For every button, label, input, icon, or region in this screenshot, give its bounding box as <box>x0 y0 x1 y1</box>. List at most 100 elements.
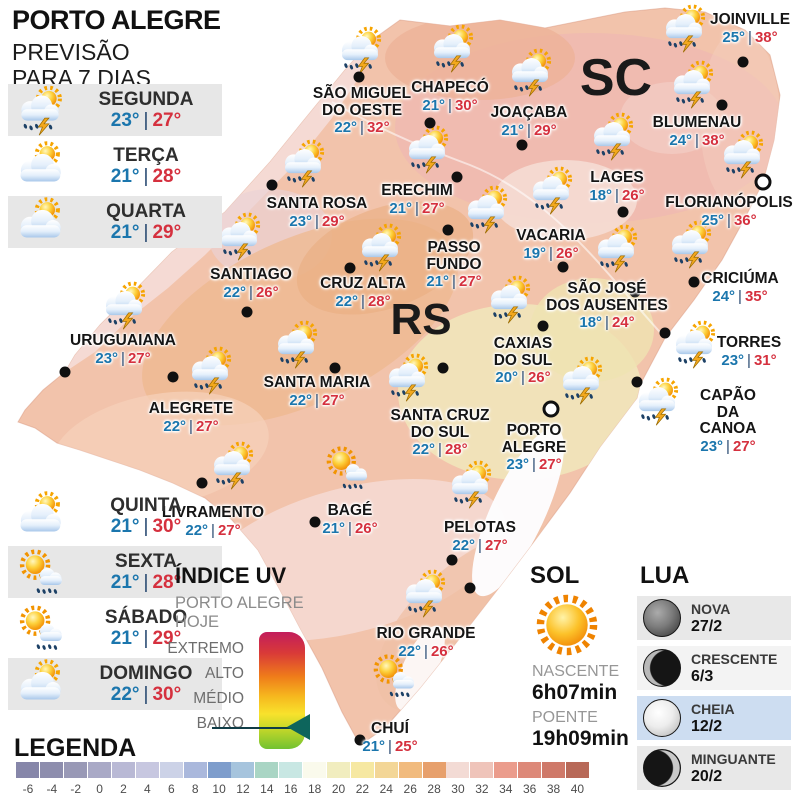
legend-cell: 16 <box>279 762 303 796</box>
legend-swatch <box>207 762 231 778</box>
city-name: SÃO JOSÉ DOS AUSENTES <box>546 280 668 314</box>
uv-pointer-line <box>212 727 294 729</box>
city-dot <box>354 734 366 746</box>
city-temp-max: 26° <box>527 369 551 387</box>
city-label: JOAÇABA 21° | 29° <box>491 104 568 139</box>
legend-cell: 6 <box>159 762 183 796</box>
city-temp-min: 24° <box>712 287 736 305</box>
uv-levels: EXTREMO ALTO MÉDIO BAIXO <box>128 640 244 733</box>
city-label: ERECHIM 21° | 27° <box>381 182 452 217</box>
temp-separator: | <box>143 165 149 187</box>
day-temp-min: 21° <box>110 515 140 537</box>
city-temp-min: 23° <box>506 456 530 474</box>
temp-separator: | <box>448 96 452 114</box>
city-temp-max: 38° <box>754 28 778 46</box>
city-weather-icon <box>425 23 479 73</box>
city-label: PELOTAS 22° | 27° <box>444 519 516 554</box>
legend-cell: 32 <box>470 762 494 796</box>
city-dot <box>451 171 463 183</box>
city-temp-max: 27° <box>732 437 756 455</box>
forecast-day-row: DOMINGO 22° | 30° <box>8 658 222 710</box>
day-info: TERÇA 21° | 28° <box>74 144 218 187</box>
day-weather-icon <box>12 602 68 654</box>
legend-temperature: 38 <box>546 782 561 796</box>
legend-cell: 8 <box>183 762 207 796</box>
moon-phase-info: MINGUANTE 20/2 <box>691 751 776 786</box>
forecast-days-bottom: QUINTA 21° | 30° SEXTA 21° | 28° <box>8 490 222 710</box>
city-temp-min: 22° <box>335 292 359 310</box>
city-temp-max: 31° <box>753 351 777 369</box>
day-temp-max: 28° <box>152 165 182 187</box>
city-temp-min: 21° <box>422 96 446 114</box>
city-temps: 22° | 28° <box>390 442 489 458</box>
moon-phase-info: CHEIA 12/2 <box>691 701 735 736</box>
city-temps: 18° | 26° <box>589 187 644 204</box>
city-dot <box>542 400 560 418</box>
legend-temperature: -6 <box>22 782 34 796</box>
city-temp-max: 24° <box>611 314 635 332</box>
city-temps: 25° | 38° <box>710 28 790 46</box>
temp-separator: | <box>605 314 609 332</box>
moon-phase-date: 12/2 <box>691 717 723 735</box>
lagoa-mirim <box>395 625 445 711</box>
moon-phase-name: CRESCENTE <box>691 650 778 667</box>
day-info: DOMINGO 22° | 30° <box>74 662 218 705</box>
legend-temperature: -2 <box>70 782 82 796</box>
city-temp-min: 23° <box>289 212 313 230</box>
city-label: PORTO ALEGRE 23° | 27° <box>502 422 567 473</box>
day-name: QUARTA <box>106 200 186 222</box>
forecast-day-row: SEGUNDA 23° | 27° <box>8 84 222 136</box>
city-name: SANTA MARIA <box>263 374 371 391</box>
moon-phase-icon <box>643 749 681 787</box>
day-name: SEGUNDA <box>98 88 194 110</box>
city-name: LAGES <box>590 169 644 186</box>
city-temp-min: 21° <box>501 121 525 139</box>
day-name: QUINTA <box>110 494 182 516</box>
city-temp-min: 22° <box>289 391 313 409</box>
moon-phase-icon <box>643 599 681 637</box>
city-name: CAPÃO DA CANOA <box>699 387 757 438</box>
city-name: SANTA CRUZ DO SUL <box>390 407 490 441</box>
city-label: CAXIAS DO SUL 20° | 26° <box>494 335 553 386</box>
city-label: FLORIANÓPOLIS 25° | 36° <box>665 194 792 229</box>
city-temp-min: 22° <box>398 642 422 660</box>
legend-cell: 14 <box>255 762 279 796</box>
legend-swatch <box>183 762 207 778</box>
sunset-label: POENTE <box>532 709 598 726</box>
day-weather-icon <box>12 546 68 598</box>
city-label: SANTA CRUZ DO SUL 22° | 28° <box>390 407 490 458</box>
city-weather-icon <box>276 138 330 188</box>
city-temp-max: 27° <box>538 456 562 474</box>
legend-swatch <box>374 762 398 778</box>
day-temp-min: 23° <box>110 109 140 131</box>
temp-separator: | <box>249 283 253 301</box>
day-temps: 21° | 29° <box>74 628 218 649</box>
city-temps: 21° | 30° <box>411 96 489 114</box>
city-label: BAGÉ 21° | 26° <box>322 502 377 537</box>
city-temps: 20° | 26° <box>494 370 553 386</box>
day-name: TERÇA <box>113 144 179 166</box>
forecast-day-row: SEXTA 21° | 28° <box>8 546 222 598</box>
city-name: URUGUAIANA <box>70 332 176 349</box>
legend-temperature: 6 <box>167 782 175 796</box>
day-weather-icon <box>12 658 68 710</box>
day-temps: 21° | 28° <box>74 572 218 593</box>
temp-separator: | <box>747 351 751 369</box>
day-info: QUARTA 21° | 29° <box>74 200 218 243</box>
city-label: CAPÃO DA CANOA 23° | 27° <box>692 387 764 455</box>
city-temp-max: 38° <box>701 131 725 149</box>
uv-pointer-arrow-icon <box>287 714 310 740</box>
city-temp-min: 23° <box>721 351 745 369</box>
city-temps: 21° | 26° <box>322 520 377 537</box>
legend-cell: 30 <box>446 762 470 796</box>
forecast-day-row: QUINTA 21° | 30° <box>8 490 222 542</box>
city-temp-max: 28° <box>444 441 468 459</box>
temp-separator: | <box>726 437 730 455</box>
legend-swatch <box>565 762 589 778</box>
city-temp-max: 26° <box>555 244 579 262</box>
city-temps: 22° | 26° <box>376 642 475 660</box>
legend-swatch <box>470 762 494 778</box>
day-name: DOMINGO <box>99 662 193 684</box>
city-temps: 23° | 27° <box>502 457 567 473</box>
city-temps: 22° | 27° <box>264 391 371 409</box>
